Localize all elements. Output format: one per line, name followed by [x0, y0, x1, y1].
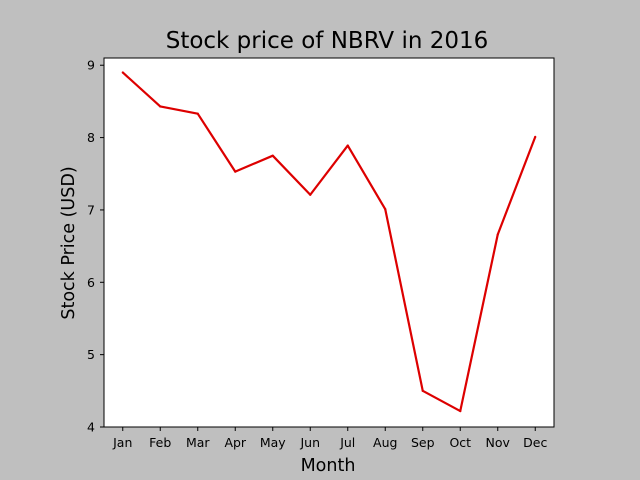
x-tick-label: Apr	[224, 435, 246, 450]
x-tick-label: Feb	[149, 435, 171, 450]
x-axis-title: Month	[301, 456, 356, 476]
y-tick-label: 7	[87, 202, 95, 217]
data-point	[346, 144, 349, 147]
x-tick-label: Aug	[373, 435, 397, 450]
y-tick-label: 6	[87, 275, 95, 290]
x-tick-label: Mar	[186, 435, 210, 450]
data-point	[534, 135, 537, 138]
y-axis-title: Stock Price (USD)	[59, 166, 79, 319]
y-tick-label: 8	[87, 130, 95, 145]
x-tick-label: Dec	[523, 435, 547, 450]
data-point	[234, 170, 237, 173]
x-tick-label: May	[260, 435, 286, 450]
x-tick-label: Jun	[299, 435, 320, 450]
y-tick-label: 9	[87, 58, 95, 73]
plot-area	[103, 57, 555, 428]
data-point	[459, 409, 462, 413]
data-point	[496, 233, 499, 236]
data-point	[384, 208, 387, 211]
data-point	[196, 112, 199, 115]
y-axis: 4 5 6 7 8 9	[87, 58, 104, 435]
y-tick-label: 4	[87, 420, 95, 435]
series-layer	[121, 71, 537, 413]
series-line	[122, 71, 537, 413]
x-tick-label: Jul	[339, 435, 355, 450]
x-tick-label: Sep	[411, 435, 435, 450]
chart-title: Stock price of NBRV in 2016	[166, 28, 489, 54]
data-point	[121, 71, 124, 74]
x-tick-label: Nov	[486, 435, 511, 450]
data-point	[271, 154, 274, 157]
data-point	[421, 389, 424, 392]
data-point	[159, 105, 162, 108]
data-point	[309, 193, 312, 196]
x-tick-label: Jan	[112, 435, 132, 450]
y-tick-label: 5	[87, 347, 95, 362]
x-axis: Jan Feb Mar Apr May Jun Jul Aug Sep Oct Nov Dec	[112, 427, 547, 450]
x-tick-label: Oct	[449, 435, 471, 450]
